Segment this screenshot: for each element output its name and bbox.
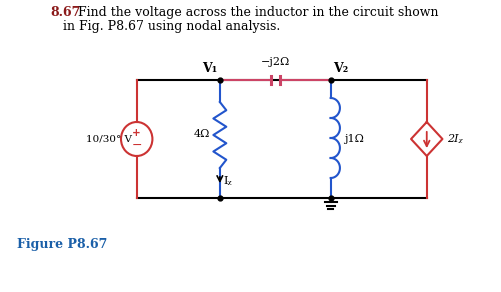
Text: 8.67: 8.67 [51,6,81,19]
Text: 4Ω: 4Ω [193,129,210,139]
Text: Iᵪ: Iᵪ [223,176,232,186]
Text: +: + [132,128,141,138]
Text: j1Ω: j1Ω [345,134,364,144]
Text: Find the voltage across the inductor in the circuit shown: Find the voltage across the inductor in … [74,6,438,19]
Text: V₂: V₂ [334,62,349,75]
Text: Figure P8.67: Figure P8.67 [17,238,107,251]
Text: 2Iᵪ: 2Iᵪ [447,134,463,144]
Text: in Fig. P8.67 using nodal analysis.: in Fig. P8.67 using nodal analysis. [63,20,280,33]
Text: V₁: V₁ [202,62,217,75]
Text: −: − [131,138,142,152]
Text: 10/30° V: 10/30° V [86,135,132,143]
Text: −j2Ω: −j2Ω [261,57,290,67]
